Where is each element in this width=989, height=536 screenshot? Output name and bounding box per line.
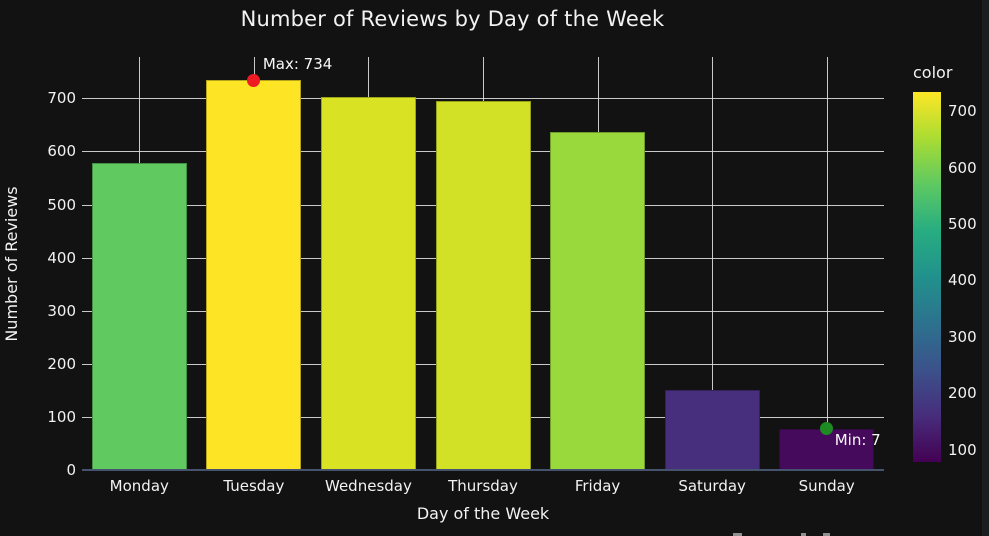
min-annotation-dot: [820, 422, 834, 436]
chart-title: Number of Reviews by Day of the Week: [240, 7, 665, 31]
x-tick-label: Wednesday: [325, 477, 412, 495]
colorbar-tick-label: 600: [948, 158, 977, 177]
x-axis-line: [82, 469, 884, 471]
bar-monday[interactable]: [91, 163, 187, 470]
x-tick-label: Thursday: [448, 477, 518, 495]
x-tick-label: Saturday: [678, 477, 746, 495]
x-axis-title: Day of the Week: [416, 504, 550, 523]
x-tick-label: Friday: [574, 477, 621, 495]
clipped-text-artifact: [733, 533, 742, 536]
max-annotation-label: Max: 734: [262, 55, 333, 74]
window-edge-strip: [982, 0, 989, 536]
max-annotation-dot: [247, 73, 261, 87]
colorbar-tick-label: 200: [948, 384, 977, 403]
x-gridline: [712, 57, 714, 470]
colorbar-title: color: [913, 63, 953, 82]
y-axis-title: Number of Reviews: [2, 186, 21, 342]
y-tick-label: 500: [47, 195, 76, 214]
x-gridline: [826, 57, 828, 470]
x-tick-label: Monday: [109, 477, 169, 495]
colorbar-tick-label: 300: [948, 327, 977, 346]
y-tick-label: 200: [47, 354, 76, 373]
colorbar-gradient: [913, 92, 941, 462]
bar-saturday[interactable]: [664, 390, 760, 470]
colorbar-tick-label: 500: [948, 214, 977, 233]
bar-wednesday[interactable]: [320, 96, 416, 470]
colorbar-tick-label: 700: [948, 102, 977, 121]
y-tick-label: 400: [47, 248, 76, 267]
y-tick-label: 100: [47, 407, 76, 426]
y-tick-label: 0: [66, 461, 76, 479]
bar-friday[interactable]: [550, 131, 646, 470]
min-annotation-label: Min: 7: [834, 430, 881, 449]
clipped-text-artifact: [801, 533, 806, 536]
colorbar-tick-label: 400: [948, 271, 977, 290]
colorbar-tick-label: 100: [948, 440, 977, 459]
bar-sunday[interactable]: [779, 428, 875, 470]
y-tick-label: 600: [47, 142, 76, 161]
y-tick-label: 700: [47, 89, 76, 108]
clipped-text-artifact: [823, 533, 830, 536]
bar-tuesday[interactable]: [206, 80, 302, 470]
y-tick-label: 300: [47, 301, 76, 320]
x-tick-label: Tuesday: [223, 477, 285, 495]
x-tick-label: Sunday: [798, 477, 855, 495]
bar-thursday[interactable]: [435, 100, 531, 470]
